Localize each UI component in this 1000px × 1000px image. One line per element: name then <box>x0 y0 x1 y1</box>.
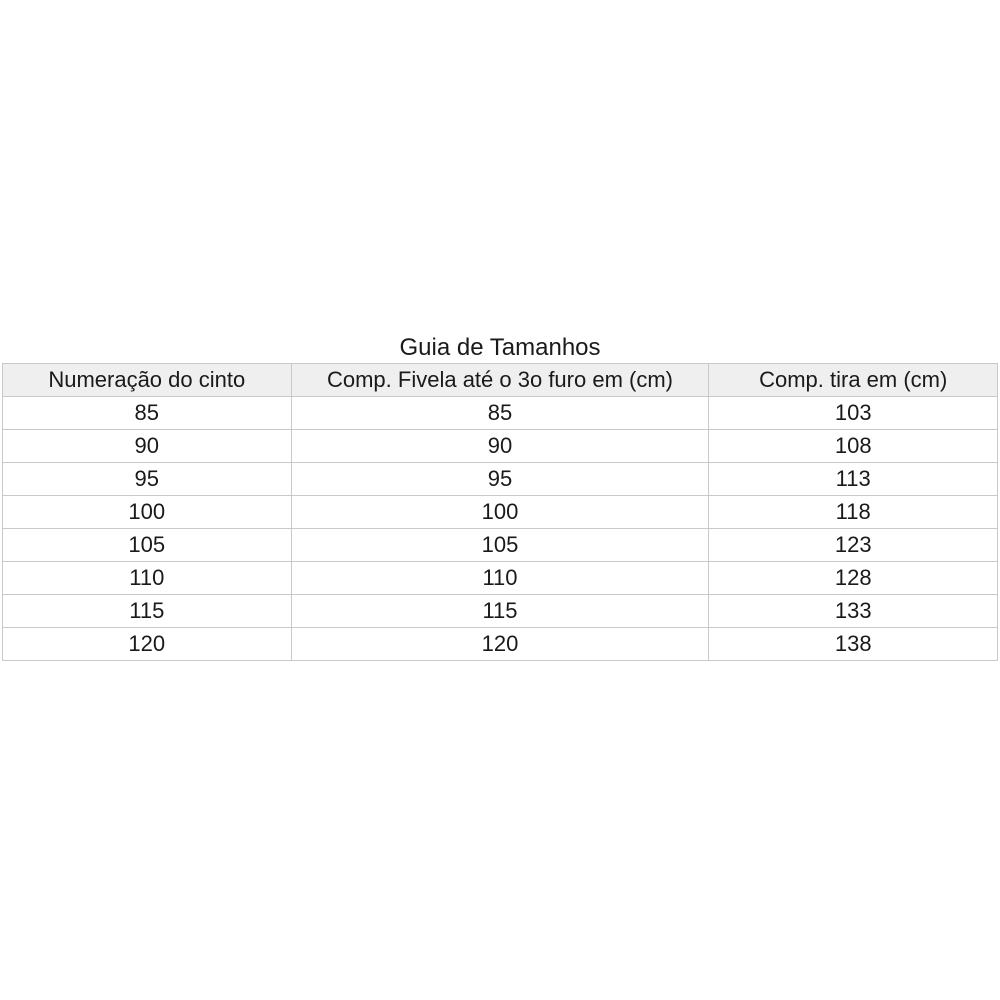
table-cell: 103 <box>708 396 998 430</box>
table-row: 95 95 113 <box>2 462 998 496</box>
table-row: 120 120 138 <box>2 627 998 661</box>
table-row: 115 115 133 <box>2 594 998 628</box>
table-cell: 115 <box>290 594 710 628</box>
table-cell: 105 <box>2 528 292 562</box>
column-header: Comp. tira em (cm) <box>708 363 998 397</box>
table-cell: 100 <box>2 495 292 529</box>
table-cell: 123 <box>708 528 998 562</box>
table-cell: 110 <box>2 561 292 595</box>
table-cell: 108 <box>708 429 998 463</box>
table-cell: 138 <box>708 627 998 661</box>
table-row: 100 100 118 <box>2 495 998 529</box>
header-row: Numeração do cinto Comp. Fivela até o 3o … <box>2 363 998 397</box>
table-body: 85 85 103 90 90 108 95 95 113 100 100 118 105 105 123 1… <box>2 396 998 661</box>
table-row: 110 110 128 <box>2 561 998 595</box>
table-cell: 128 <box>708 561 998 595</box>
table-row: 105 105 123 <box>2 528 998 562</box>
table-cell: 120 <box>2 627 292 661</box>
size-guide-section: Guia de Tamanhos Numeração do cinto Comp.… <box>0 334 1000 661</box>
table-cell: 90 <box>290 429 710 463</box>
table-cell: 100 <box>290 495 710 529</box>
table-cell: 85 <box>290 396 710 430</box>
table-row: 85 85 103 <box>2 396 998 430</box>
table-cell: 105 <box>290 528 710 562</box>
column-header: Numeração do cinto <box>2 363 292 397</box>
size-guide-title: Guia de Tamanhos <box>399 334 601 361</box>
table-cell: 110 <box>290 561 710 595</box>
table-cell: 133 <box>708 594 998 628</box>
table-cell: 85 <box>2 396 292 430</box>
table-row: 90 90 108 <box>2 429 998 463</box>
table-cell: 90 <box>2 429 292 463</box>
table-cell: 115 <box>2 594 292 628</box>
table-cell: 120 <box>290 627 710 661</box>
table-cell: 95 <box>2 462 292 496</box>
table-cell: 95 <box>290 462 710 496</box>
table-cell: 118 <box>708 495 998 529</box>
size-guide-table: Numeração do cinto Comp. Fivela até o 3o … <box>2 363 998 661</box>
column-header: Comp. Fivela até o 3o furo em (cm) <box>290 363 710 397</box>
table-cell: 113 <box>708 462 998 496</box>
